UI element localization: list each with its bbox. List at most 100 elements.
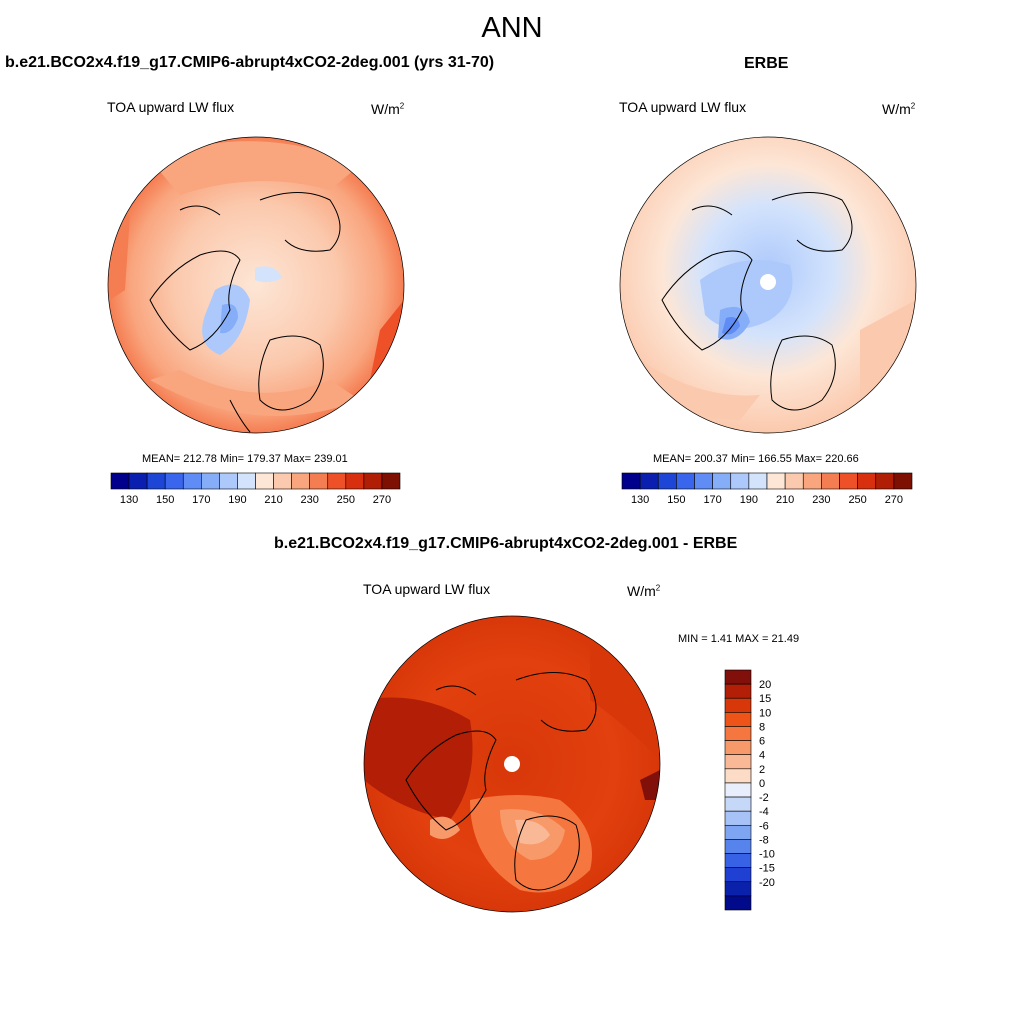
diff-variable-label: TOA upward LW flux [363, 581, 491, 597]
obs-colorbar-swatch [839, 472, 858, 490]
obs-colorbar-swatch [676, 472, 695, 490]
diff-colorbar-tick-label: 4 [759, 750, 765, 762]
model-colorbar-swatch [201, 472, 220, 490]
obs-colorbar-swatch [657, 472, 677, 490]
diff-colorbar-swatch [724, 810, 752, 826]
obs-colorbar-swatch [802, 472, 822, 490]
diff-colorbar-swatch [724, 782, 752, 798]
diff-panel-title: b.e21.BCO2x4.f19_g17.CMIP6-abrupt4xCO2-2… [274, 535, 738, 552]
model-colorbar-swatch [291, 472, 310, 490]
diff-colorbar-tick-label: -15 [759, 863, 775, 875]
diff-colorbar-swatch [724, 839, 752, 854]
figure-title: ANN [481, 12, 543, 44]
diff-colorbar-swatch [724, 867, 752, 883]
model-colorbar-swatch [255, 472, 274, 490]
obs-colorbar-swatch [694, 472, 713, 490]
obs-panel-title: ERBE [744, 55, 789, 72]
obs-colorbar-swatch [784, 472, 804, 490]
diff-colorbar-tick-label: -10 [759, 849, 775, 861]
model-colorbar-swatch [363, 472, 383, 490]
model-colorbar-swatch [219, 472, 238, 490]
obs-polar-map [619, 136, 917, 434]
model-stats: MEAN= 212.78 Min= 179.37 Max= 239.01 [142, 453, 348, 465]
diff-colorbar-tick-label: 8 [759, 721, 765, 733]
obs-colorbar-swatch [875, 472, 895, 490]
model-colorbar-swatch [309, 472, 329, 490]
model-colorbar-tick-label: 150 [156, 494, 174, 506]
obs-colorbar-swatch [730, 472, 750, 490]
obs-colorbar-swatch [748, 472, 768, 490]
diff-colorbar-tick-label: 20 [759, 679, 771, 691]
diff-colorbar-tick-label: -20 [759, 877, 775, 889]
obs-colorbar-tick-label: 270 [885, 494, 903, 506]
obs-colorbar-tick-label: 250 [848, 494, 866, 506]
model-colorbar-swatch [381, 472, 401, 490]
obs-colorbar-swatch [821, 472, 840, 490]
diff-colorbar-tick-label: 10 [759, 707, 771, 719]
diff-colorbar-tick-label: -2 [759, 792, 769, 804]
diff-colorbar-tick-label: 6 [759, 736, 765, 748]
model-colorbar-tick-label: 130 [120, 494, 138, 506]
diff-polar-gap [504, 756, 520, 772]
diff-colorbar-tick-label: -4 [759, 806, 769, 818]
obs-units-label: W/m2 [882, 101, 916, 117]
model-panel-title: b.e21.BCO2x4.f19_g17.CMIP6-abrupt4xCO2-2… [5, 54, 495, 71]
diff-colorbar-swatch [724, 754, 752, 770]
model-colorbar-tick-label: 270 [373, 494, 391, 506]
diff-stats: MIN = 1.41 MAX = 21.49 [678, 633, 800, 645]
model-colorbar-swatch [164, 472, 184, 490]
obs-polar-gap [760, 274, 776, 290]
obs-colorbar-tick-label: 170 [703, 494, 721, 506]
diff-colorbar-swatch [724, 881, 752, 897]
model-colorbar-swatch [110, 472, 130, 490]
diff-units-label: W/m2 [627, 583, 661, 599]
model-colorbar-swatch [146, 472, 166, 490]
obs-variable-label: TOA upward LW flux [619, 99, 747, 115]
obs-colorbar-tick-label: 190 [740, 494, 758, 506]
obs-colorbar-tick-label: 130 [631, 494, 649, 506]
obs-colorbar-swatch [766, 472, 786, 490]
obs-colorbar-tick-label: 210 [776, 494, 794, 506]
model-colorbar-swatch [273, 472, 292, 490]
model-colorbar-tick-label: 170 [192, 494, 210, 506]
diff-colorbar-tick-label: -8 [759, 834, 769, 846]
obs-colorbar-swatch [639, 472, 659, 490]
diff-colorbar-tick-label: 2 [759, 764, 765, 776]
model-colorbar-tick-label: 210 [264, 494, 282, 506]
model-polar-map [107, 136, 405, 434]
obs-colorbar-tick-label: 230 [812, 494, 830, 506]
model-colorbar-swatch [182, 472, 202, 490]
obs-colorbar-swatch [857, 472, 877, 490]
diff-colorbar-swatch [724, 726, 752, 741]
diff-colorbar-swatch [724, 824, 752, 840]
obs-colorbar-tick-label: 150 [667, 494, 685, 506]
model-colorbar-tick-label: 190 [228, 494, 246, 506]
obs-colorbar-swatch [893, 472, 913, 490]
diff-colorbar-swatch [724, 669, 752, 685]
model-variable-label: TOA upward LW flux [107, 99, 235, 115]
diff-colorbar-swatch [724, 683, 752, 699]
diff-colorbar-tick-label: -6 [759, 820, 769, 832]
obs-colorbar-swatch [712, 472, 732, 490]
diff-colorbar-swatch [724, 697, 752, 713]
model-colorbar-swatch [128, 472, 148, 490]
obs-stats: MEAN= 200.37 Min= 166.55 Max= 220.66 [653, 453, 859, 465]
model-colorbar-swatch [237, 472, 256, 490]
model-colorbar-swatch [345, 472, 365, 490]
diff-colorbar-swatch [724, 796, 752, 812]
model-colorbar-swatch [327, 472, 347, 490]
diff-colorbar-tick-label: 15 [759, 693, 771, 705]
model-colorbar: 130 150 170 190 210 230 250 270 [110, 472, 401, 506]
diff-polar-map [363, 615, 661, 913]
obs-colorbar-swatch [621, 472, 641, 490]
obs-colorbar: 130 150 170 190 210 230 250 270 [621, 472, 913, 506]
diff-colorbar-swatch [724, 740, 752, 756]
diff-colorbar-swatch [724, 895, 752, 911]
model-units-label: W/m2 [371, 101, 405, 117]
diff-colorbar-swatch [724, 853, 752, 868]
model-colorbar-tick-label: 250 [337, 494, 355, 506]
model-colorbar-tick-label: 230 [301, 494, 319, 506]
diff-colorbar-swatch [724, 712, 752, 727]
